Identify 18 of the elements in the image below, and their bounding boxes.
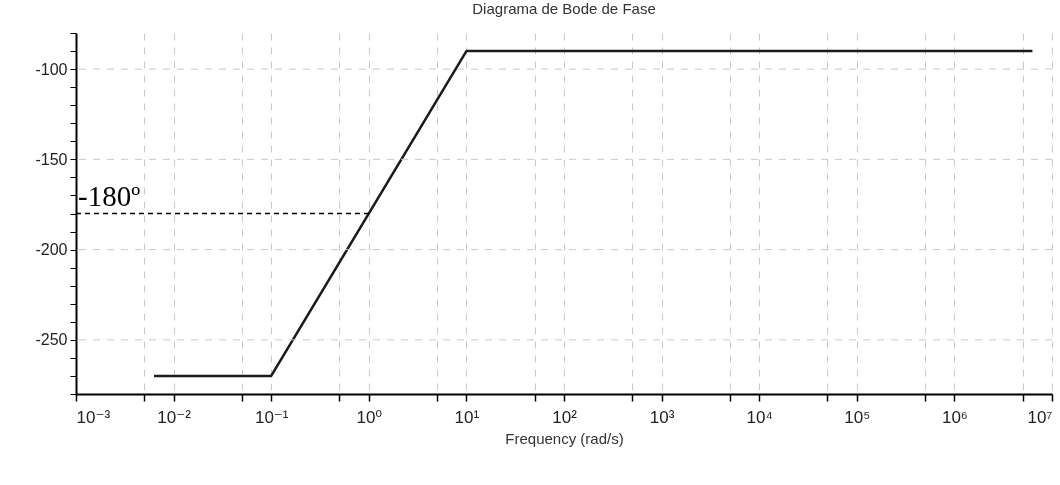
y-tick-label: -250 [35, 331, 68, 349]
x-tick-label: 10⁵ [844, 407, 871, 427]
x-tick-label: 10⁶ [941, 407, 968, 427]
x-tick-label: 10² [552, 407, 578, 427]
y-tick-label: -100 [35, 60, 68, 78]
x-tick-label: 10⁴ [746, 407, 773, 427]
y-tick-label: -150 [35, 150, 68, 168]
x-tick-label: 10³ [649, 407, 675, 427]
y-tick-label: -200 [35, 241, 68, 259]
x-axis-title: Frequency (rad/s) [505, 429, 624, 447]
chart-title: Diagrama de Bode de Fase [472, 0, 656, 17]
x-tick-label: 10⁻³ [76, 407, 111, 427]
x-tick-label: 10⁷ [1027, 407, 1053, 427]
x-tick-label: 10⁰ [356, 407, 383, 427]
x-tick-label: 10¹ [454, 407, 480, 427]
x-tick-label: 10⁻¹ [254, 407, 289, 427]
annotation: -180º [78, 179, 141, 212]
x-tick-label: 10⁻² [157, 407, 192, 427]
